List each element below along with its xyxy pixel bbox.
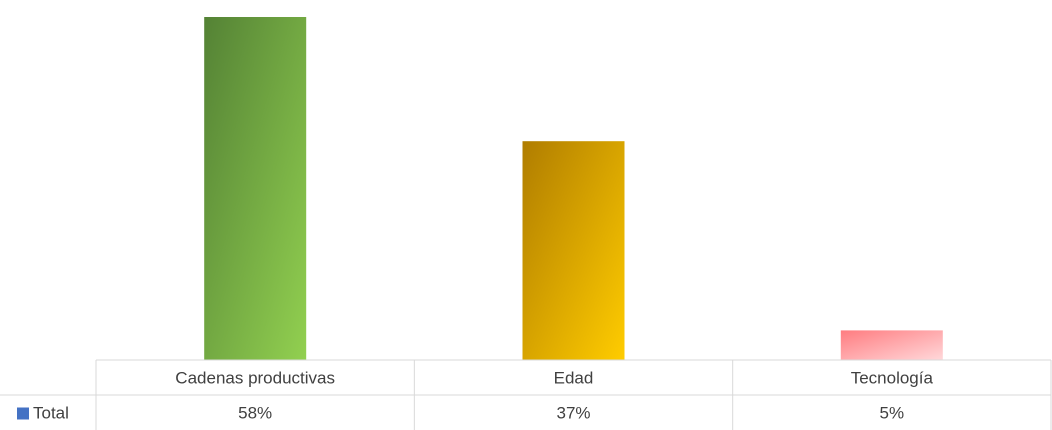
legend-series-name: Total xyxy=(33,404,69,423)
bars-layer xyxy=(204,17,943,360)
value-label: 58% xyxy=(238,404,272,423)
value-label: 5% xyxy=(880,404,905,423)
category-label: Tecnología xyxy=(851,369,934,388)
bar-tecnolog-a xyxy=(840,330,943,360)
category-label: Cadenas productivas xyxy=(175,369,335,388)
bar-edad xyxy=(522,141,625,360)
category-label: Edad xyxy=(554,369,594,388)
legend-key-icon xyxy=(17,407,29,420)
value-label: 37% xyxy=(556,404,590,423)
data-table: Cadenas productivas Edad Tecnología 58% 37% 5… xyxy=(0,359,1052,430)
bar-cadenas-productivas xyxy=(204,17,307,360)
